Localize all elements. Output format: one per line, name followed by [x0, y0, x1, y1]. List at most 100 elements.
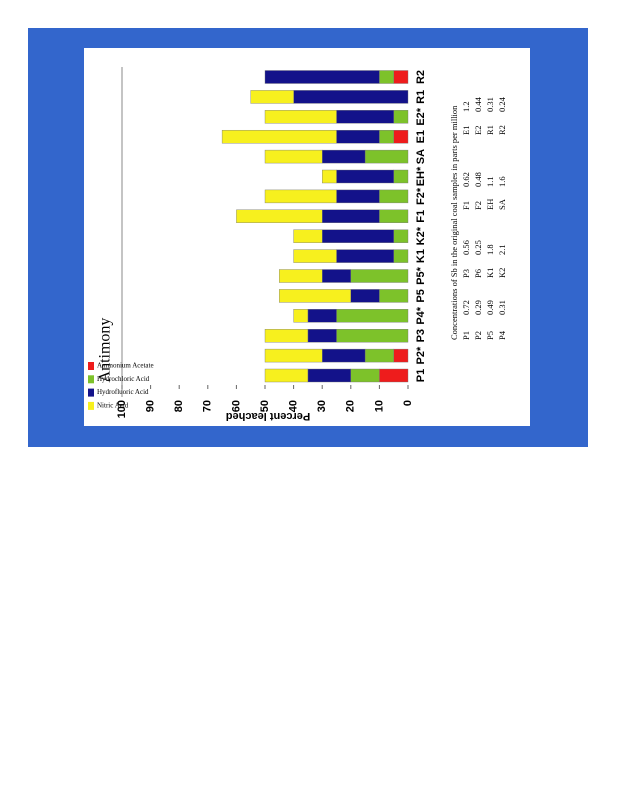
- category-label: P3: [415, 329, 427, 342]
- bar-segment: [393, 348, 409, 363]
- bar-segment: [307, 309, 337, 323]
- bar-segment: [379, 209, 409, 224]
- bar-segment: [322, 209, 380, 224]
- bar-segment: [379, 129, 394, 144]
- category-label: E2*: [415, 107, 427, 125]
- table-cell: R1: [485, 125, 495, 135]
- bar-segment: [264, 110, 337, 124]
- table-cell: 0.44: [473, 96, 483, 112]
- bar-segment: [336, 110, 394, 124]
- legend-label: Hydrofluoric Acid: [97, 388, 149, 396]
- category-label: P2*: [415, 346, 427, 364]
- table-cell: E1: [461, 126, 471, 135]
- value-tick-label: 90: [145, 400, 157, 412]
- table-cell: P1: [461, 331, 471, 340]
- category-label: K2*: [415, 226, 427, 245]
- bar-segment: [393, 169, 409, 184]
- value-tick-label: 50: [259, 400, 271, 412]
- table-cell: 2.1: [497, 244, 507, 255]
- chart-title: Antimony: [97, 318, 114, 383]
- bar-segment: [264, 70, 380, 84]
- bar-segment: [393, 229, 409, 243]
- legend-swatch: [88, 375, 94, 384]
- legend-swatch: [88, 401, 94, 410]
- axis-title: Percent leached: [226, 410, 310, 422]
- bar-segment: [264, 149, 323, 164]
- bar-segment: [393, 249, 409, 263]
- value-tick-label: 0: [402, 400, 414, 406]
- table-cell: P5: [485, 331, 495, 340]
- bar-segment: [350, 269, 409, 283]
- table-cell: 0.25: [473, 240, 483, 255]
- bar-segment: [336, 129, 380, 144]
- table-cell: P2: [473, 331, 483, 340]
- table-cell: 0.31: [497, 300, 507, 315]
- bar-segment: [264, 348, 323, 363]
- bar-segment: [250, 90, 294, 104]
- bar-segment: [279, 269, 323, 283]
- table-cell: 1.6: [497, 176, 507, 187]
- category-label: P1: [415, 369, 427, 382]
- value-tick-label: 10: [373, 400, 385, 412]
- value-tick-label: 80: [173, 400, 185, 412]
- table-cell: 0.48: [473, 172, 483, 187]
- category-label: E1: [415, 130, 427, 143]
- legend-swatch: [88, 362, 94, 370]
- table-cell: P3: [461, 269, 471, 278]
- bar-segment: [336, 329, 409, 343]
- table-cell: 0.62: [461, 172, 471, 187]
- category-label: EH*: [415, 166, 427, 186]
- bar-segment: [322, 149, 366, 164]
- bar-segment: [293, 249, 337, 263]
- legend-swatch: [88, 388, 94, 397]
- bar-segment: [264, 368, 309, 383]
- bar-segment: [264, 189, 337, 204]
- value-tick-label: 100: [116, 400, 128, 418]
- value-tick-label: 60: [230, 400, 242, 412]
- category-label: R1: [415, 90, 427, 104]
- table-cell: 0.56: [461, 240, 471, 255]
- table-title: Concentrations of Sb in the original coa…: [449, 105, 459, 340]
- table-cell: 0.31: [485, 97, 495, 112]
- category-label: P5: [415, 289, 427, 302]
- table-cell: SA: [497, 198, 507, 210]
- table-cell: E2: [473, 126, 483, 135]
- bar-segment: [322, 348, 366, 363]
- bar-segment: [293, 90, 409, 104]
- category-label: R2: [415, 70, 427, 84]
- category-label: F1: [415, 210, 427, 223]
- bar-segment: [393, 129, 409, 144]
- bar-segment: [336, 189, 380, 204]
- bar-segment: [279, 289, 351, 303]
- table-cell: P4: [497, 330, 507, 340]
- bar-segment: [379, 368, 409, 383]
- bar-segment: [322, 229, 394, 243]
- bar-segment: [221, 129, 337, 144]
- category-label: P4*: [415, 306, 427, 324]
- bar-segment: [322, 269, 352, 283]
- category-label: K1: [415, 249, 427, 263]
- table-cell: F1: [461, 201, 471, 210]
- bar-segment: [236, 209, 323, 224]
- value-tick-label: 30: [316, 400, 328, 412]
- table-cell: 1.8: [485, 244, 495, 255]
- table-cell: 0.24: [497, 96, 507, 112]
- bar-segment: [293, 309, 309, 323]
- table-cell: 1.1: [485, 176, 495, 187]
- bar-segment: [364, 348, 394, 363]
- bar-segment: [336, 249, 394, 263]
- bar-segment: [322, 169, 337, 184]
- value-tick-label: 70: [202, 400, 214, 412]
- table-cell: P6: [473, 269, 483, 278]
- value-tick-label: 40: [288, 400, 300, 412]
- bar-segment: [307, 329, 337, 343]
- table-cell: 0.72: [461, 300, 471, 315]
- bar-segment: [379, 189, 409, 204]
- bar-segment: [336, 309, 409, 323]
- legend-label: Nitric Acid: [97, 402, 129, 410]
- category-label: P5*: [415, 266, 427, 284]
- table-cell: EH: [485, 199, 495, 210]
- table-cell: K2: [497, 268, 507, 278]
